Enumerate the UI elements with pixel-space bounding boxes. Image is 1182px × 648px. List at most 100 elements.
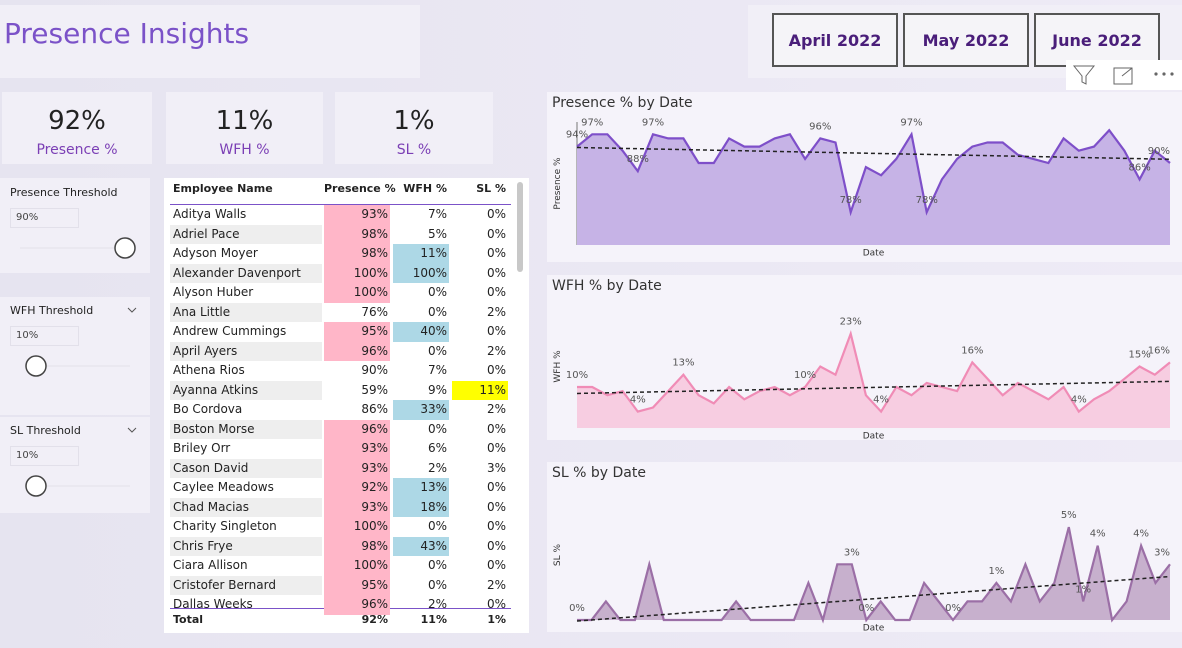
slicer: SL Threshold 10% — [0, 417, 150, 513]
chart-title: Presence % by Date — [552, 95, 693, 111]
x-axis-title: Date — [863, 624, 885, 633]
metric-cell: 59% — [361, 382, 388, 397]
y-axis-title: SL % — [553, 543, 563, 566]
slider-handle[interactable] — [25, 355, 47, 377]
data-label: 3% — [1154, 547, 1170, 558]
metric-cell: 7% — [427, 207, 447, 221]
slider-handle[interactable] — [114, 237, 136, 259]
metric-cell: 7% — [427, 363, 447, 377]
area — [577, 527, 1170, 620]
metric-cell: 100% — [324, 556, 390, 576]
metric-cell: 11% — [452, 380, 508, 400]
name-cell: Dallas Weeks — [173, 597, 253, 611]
data-label: 23% — [840, 317, 862, 328]
slider[interactable] — [0, 233, 150, 263]
name-cell: Bo Cordova — [173, 402, 243, 416]
slicer: WFH Threshold 10% — [0, 297, 150, 415]
metric-cell: 100% — [393, 263, 449, 283]
y-axis-title: WFH % — [553, 350, 563, 383]
x-axis-title: Date — [863, 249, 885, 259]
data-label: 96% — [809, 121, 831, 132]
metric-cell: 92% — [324, 478, 390, 498]
data-label: 90% — [1148, 146, 1170, 157]
name-cell: April Ayers — [170, 341, 322, 361]
filter-icon[interactable] — [1072, 65, 1096, 85]
chart-title: WFH % by Date — [552, 278, 662, 294]
focus-icon[interactable] — [1113, 67, 1133, 85]
header-rule — [170, 204, 511, 205]
month-button[interactable]: June 2022 — [1034, 13, 1160, 67]
metric-cell: 0% — [486, 265, 506, 280]
metric-cell: 93% — [324, 497, 390, 517]
metric-cell: 0% — [486, 226, 506, 241]
chart: Presence % by Date Presence % Date 94% 97% 88… — [547, 92, 1182, 262]
metric-cell: 0% — [486, 441, 506, 455]
area — [577, 333, 1170, 428]
kpi-card: 11% WFH % — [166, 92, 323, 164]
metric-cell: 96% — [324, 341, 390, 361]
metric-cell: 0% — [427, 519, 447, 533]
slider[interactable] — [0, 351, 150, 381]
metric-cell: 96% — [324, 419, 390, 439]
slicer-value[interactable]: 90% — [10, 208, 79, 228]
more-icon[interactable] — [1170, 72, 1174, 76]
data-label: 16% — [961, 345, 983, 356]
chart: WFH % by Date WFH % Date 10% 4% 13% 10% 23% 4% 16… — [547, 275, 1182, 440]
metric-cell: 0% — [486, 499, 506, 514]
metric-cell: 0% — [427, 558, 447, 572]
trend-line — [576, 146, 1171, 161]
metric-cell: 33% — [393, 400, 449, 420]
kpi-value: 1% — [393, 106, 435, 136]
page-title: Presence Insights — [4, 17, 250, 50]
data-label: 97% — [642, 117, 664, 128]
data-label: 16% — [1148, 345, 1170, 356]
slicer-title: SL Threshold — [10, 424, 81, 437]
data-label: 1% — [1075, 584, 1091, 595]
metric-cell: 18% — [393, 497, 449, 517]
more-icon[interactable] — [1154, 72, 1158, 76]
slicer: Presence Threshold 90% — [0, 178, 150, 273]
chevron[interactable] — [126, 305, 138, 315]
name-cell: Cason David — [170, 458, 322, 478]
metric-cell: 0% — [427, 304, 447, 319]
metric-cell: 100% — [324, 517, 390, 537]
month-button[interactable]: May 2022 — [903, 13, 1029, 67]
slicer-value[interactable]: 10% — [10, 326, 79, 346]
metric-cell: 86% — [361, 402, 388, 416]
name-cell: Cristofer Bernard — [170, 575, 322, 595]
slider-handle[interactable] — [25, 475, 47, 497]
x-axis-title: Date — [863, 432, 885, 441]
slicer-title: Presence Threshold — [10, 186, 118, 199]
name-cell: Chris Frye — [170, 536, 322, 556]
metric-cell: 2% — [486, 343, 506, 358]
scrollbar[interactable] — [517, 182, 523, 272]
slider[interactable] — [0, 471, 150, 501]
slicer-value[interactable]: 10% — [10, 446, 79, 466]
metric-cell: 0% — [486, 538, 506, 553]
column-header: SL % — [476, 182, 506, 195]
trend-line — [576, 380, 1171, 395]
name-cell: Athena Rios — [173, 363, 245, 377]
name-cell: Ayanna Atkins — [170, 380, 322, 400]
column-header: Employee Name — [173, 182, 273, 195]
month-button[interactable]: April 2022 — [772, 13, 898, 67]
name-cell: Alexander Davenport — [170, 263, 322, 283]
metric-cell: 93% — [324, 205, 390, 225]
metric-cell: 0% — [486, 324, 506, 338]
table: Employee Name Presence % WFH % SL % Aditya W… — [164, 178, 529, 633]
data-label: 3% — [844, 547, 860, 558]
more-icon[interactable] — [1162, 72, 1166, 76]
metric-cell: 3% — [486, 460, 506, 475]
metric-cell: 2% — [427, 460, 447, 475]
data-label: 0% — [858, 603, 874, 614]
chart: SL % by Date SL % Date 0% 3% 0% 0% 1% 5% 1% 4% 4% 3% — [547, 462, 1182, 632]
column-header: WFH % — [403, 182, 447, 195]
chevron[interactable] — [126, 425, 138, 435]
kpi-label: Presence % — [36, 142, 118, 158]
y-axis-title: Presence % — [553, 157, 563, 210]
metric-cell: 2% — [486, 304, 506, 319]
name-cell: Chad Macias — [170, 497, 322, 517]
data-label: 0% — [945, 603, 961, 614]
line — [576, 128, 1171, 217]
